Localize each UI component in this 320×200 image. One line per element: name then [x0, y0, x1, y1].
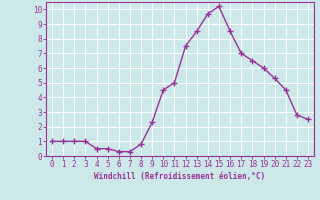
- X-axis label: Windchill (Refroidissement éolien,°C): Windchill (Refroidissement éolien,°C): [94, 172, 266, 181]
